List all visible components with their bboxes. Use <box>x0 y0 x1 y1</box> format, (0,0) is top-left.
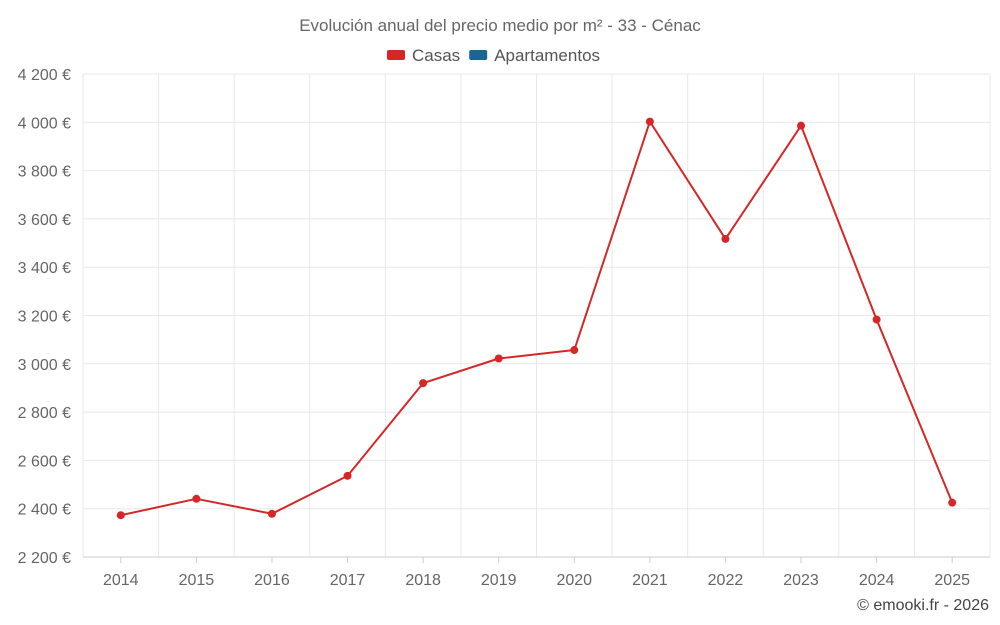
data-point[interactable] <box>419 379 428 388</box>
x-tick-label: 2014 <box>103 572 139 589</box>
data-point[interactable] <box>872 315 881 324</box>
y-tick-label: 3 200 € <box>18 309 71 326</box>
y-tick-label: 3 000 € <box>18 357 71 374</box>
data-point[interactable] <box>797 121 806 130</box>
x-tick-label: 2017 <box>330 572 366 589</box>
data-point[interactable] <box>570 346 579 355</box>
data-point[interactable] <box>116 511 125 520</box>
x-tick-label: 2018 <box>405 572 441 589</box>
y-tick-label: 2 600 € <box>18 453 71 470</box>
y-tick-label: 2 200 € <box>18 550 71 567</box>
x-tick-label: 2025 <box>934 572 970 589</box>
y-tick-label: 2 400 € <box>18 502 71 519</box>
y-tick-label: 3 800 € <box>18 164 71 181</box>
legend-swatch[interactable] <box>387 50 405 60</box>
data-point[interactable] <box>948 498 957 507</box>
data-point[interactable] <box>343 471 352 480</box>
y-tick-label: 2 800 € <box>18 405 71 422</box>
y-tick-label: 3 400 € <box>18 260 71 277</box>
legend: Casas Apartamentos <box>387 46 600 65</box>
x-tick-label: 2024 <box>859 572 895 589</box>
data-point[interactable] <box>267 509 276 518</box>
x-tick-label: 2023 <box>783 572 819 589</box>
x-tick-label: 2016 <box>254 572 290 589</box>
x-axis: 2014 2015 2016 2017 2018 2019 2020 2021 2022 2023… <box>83 556 990 589</box>
credit-text: © emooki.fr - 2026 <box>857 597 989 614</box>
x-tick-label: 2021 <box>632 572 668 589</box>
series-line-casas <box>120 120 954 517</box>
y-axis: 2 200 € 2 400 € 2 600 € 2 800 € 3 000 € 3 200… <box>18 67 71 567</box>
x-tick-label: 2015 <box>179 572 215 589</box>
x-tick-label: 2019 <box>481 572 517 589</box>
data-point[interactable] <box>494 354 503 363</box>
legend-label[interactable]: Apartamentos <box>494 46 600 65</box>
x-tick-label: 2022 <box>708 572 744 589</box>
chart-title: Evolución anual del precio medio por m² … <box>299 16 701 35</box>
data-point[interactable] <box>721 234 730 243</box>
legend-swatch[interactable] <box>469 50 488 60</box>
legend-label[interactable]: Casas <box>412 46 460 65</box>
y-tick-label: 3 600 € <box>18 212 71 229</box>
y-tick-label: 4 200 € <box>18 67 71 84</box>
x-tick-label: 2020 <box>556 572 592 589</box>
data-point[interactable] <box>192 494 201 503</box>
series-layer <box>116 117 957 520</box>
grid <box>82 73 991 558</box>
data-point[interactable] <box>645 117 654 126</box>
y-tick-label: 4 000 € <box>18 115 71 132</box>
